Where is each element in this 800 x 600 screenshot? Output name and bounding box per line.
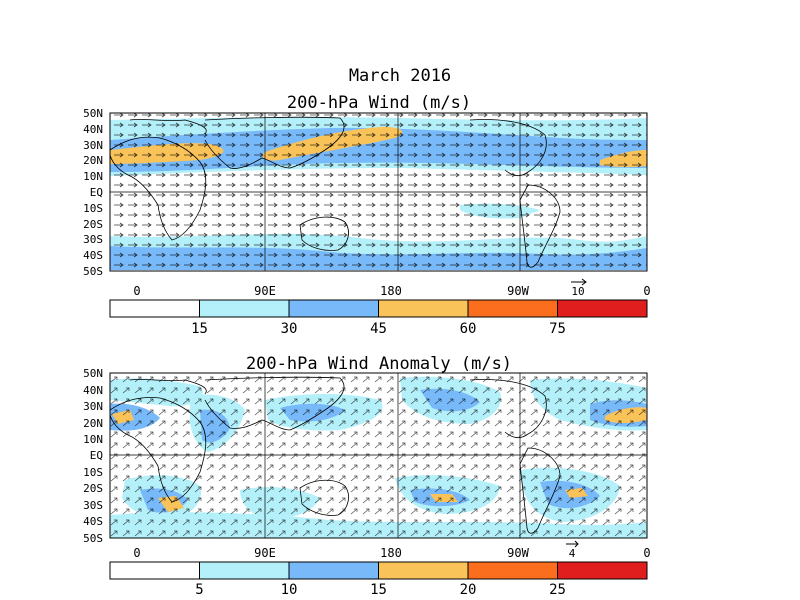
mean-lat-labels: 50N 40N 30N 20N 10N EQ 10S 20S 30S 40S 5… <box>83 107 103 278</box>
anomaly-lat-labels: 50N 40N 30N 20N 10N EQ 10S 20S 30S 40S 5… <box>83 367 103 545</box>
mean-graticule <box>110 113 647 271</box>
anomaly-wind-panel: 200-hPa Wind Anomaly (m/s) <box>83 354 650 598</box>
svg-text:10N: 10N <box>83 170 103 183</box>
mean-colorbar-tick: 15 <box>191 321 208 337</box>
anomaly-colorbar-tick: 15 <box>370 582 387 598</box>
svg-text:90W: 90W <box>507 546 529 560</box>
mean-wind-panel: 200-hPa Wind (m/s) <box>83 93 650 337</box>
svg-text:90E: 90E <box>254 284 276 298</box>
svg-text:30S: 30S <box>83 233 103 246</box>
panel-title-anomaly: 200-hPa Wind Anomaly (m/s) <box>246 354 512 374</box>
svg-text:20S: 20S <box>83 218 103 231</box>
svg-text:180: 180 <box>380 284 402 298</box>
svg-text:10: 10 <box>571 285 584 298</box>
svg-text:20S: 20S <box>83 482 103 495</box>
anomaly-colorbar-tick: 25 <box>549 582 566 598</box>
svg-text:0: 0 <box>133 284 140 298</box>
svg-text:20N: 20N <box>83 417 103 430</box>
svg-text:30S: 30S <box>83 499 103 512</box>
svg-text:90E: 90E <box>254 546 276 560</box>
anomaly-colorbar: 5 10 15 20 25 <box>109 561 648 598</box>
anomaly-colorbar-tick: 10 <box>281 582 298 598</box>
svg-text:50S: 50S <box>83 532 103 545</box>
mean-colorbar-tick: 75 <box>549 321 566 337</box>
svg-text:0: 0 <box>643 546 650 560</box>
anomaly-colorbar-tick: 5 <box>195 582 203 598</box>
mean-lon-labels: 0 90E 180 90W 0 <box>133 284 650 298</box>
svg-text:180: 180 <box>380 546 402 560</box>
svg-text:EQ: EQ <box>90 449 103 462</box>
svg-text:10S: 10S <box>83 202 103 215</box>
svg-text:50N: 50N <box>83 107 103 120</box>
svg-text:40N: 40N <box>83 123 103 136</box>
svg-text:30N: 30N <box>83 139 103 152</box>
anomaly-wind-shading <box>110 373 647 538</box>
svg-text:10S: 10S <box>83 466 103 479</box>
svg-text:EQ: EQ <box>90 186 103 199</box>
svg-text:50N: 50N <box>83 367 103 380</box>
anomaly-colorbar-tick: 20 <box>460 582 477 598</box>
figure-title: March 2016 <box>348 66 452 86</box>
svg-text:30N: 30N <box>83 400 103 413</box>
anomaly-lon-labels: 0 90E 180 90W 0 <box>133 546 650 560</box>
svg-text:40S: 40S <box>83 515 103 528</box>
svg-text:4: 4 <box>569 547 576 560</box>
svg-text:0: 0 <box>643 284 650 298</box>
panel-title-mean: 200-hPa Wind (m/s) <box>287 93 471 113</box>
svg-text:10N: 10N <box>83 433 103 446</box>
svg-text:20N: 20N <box>83 154 103 167</box>
svg-text:40S: 40S <box>83 249 103 262</box>
mean-coastlines <box>110 116 561 268</box>
mean-colorbar-tick: 60 <box>460 321 477 337</box>
anomaly-graticule <box>110 373 647 538</box>
mean-colorbar-tick: 30 <box>281 321 298 337</box>
anomaly-reference-vector: 4 <box>566 540 579 560</box>
mean-colorbar: 15 30 45 60 75 <box>109 299 648 337</box>
anomaly-coastlines <box>110 376 561 534</box>
mean-reference-vector: 10 <box>571 278 587 298</box>
svg-text:90W: 90W <box>507 284 529 298</box>
svg-text:50S: 50S <box>83 265 103 278</box>
svg-text:40N: 40N <box>83 384 103 397</box>
svg-text:0: 0 <box>133 546 140 560</box>
mean-colorbar-tick: 45 <box>370 321 387 337</box>
